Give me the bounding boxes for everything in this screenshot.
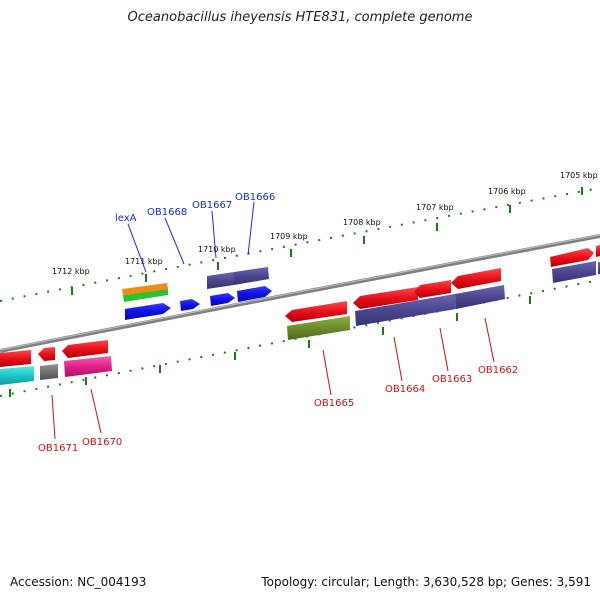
gene-ob1665-olive[interactable] <box>287 316 350 340</box>
gene-ob1664-slate[interactable] <box>355 294 456 326</box>
gene-label-ob1663[interactable]: OB1663 <box>432 374 472 385</box>
gene-ob1671-cyan[interactable] <box>0 366 34 385</box>
gene-upper-right-red[interactable] <box>550 248 594 267</box>
inner-scale-line <box>0 279 600 397</box>
scale-label: 1712 kbp <box>52 267 90 276</box>
gene-ob1664-red[interactable] <box>353 287 418 309</box>
gene-ob1665-red[interactable] <box>285 301 347 322</box>
scale-label: 1711 kbp <box>125 257 163 266</box>
scale-label: 1706 kbp <box>488 187 526 196</box>
outer-scale-line <box>0 187 600 302</box>
genome-backbone <box>0 234 600 353</box>
gene-ob1662-slate[interactable] <box>455 285 505 309</box>
genome-title: Oceanobacillus iheyensis HTE831, complet… <box>127 10 473 25</box>
gene-label-ob1667[interactable]: OB1667 <box>192 200 232 211</box>
gene-label-lexa[interactable]: lexA <box>115 213 137 224</box>
gene-ob1667-block[interactable] <box>207 272 234 289</box>
gene-ob1666-block[interactable] <box>234 267 269 285</box>
gene-ob1667-arrow[interactable] <box>210 293 235 306</box>
gene-ob1666-arrow[interactable] <box>237 286 272 302</box>
gene-ob1662-red[interactable] <box>451 268 501 289</box>
gene-green[interactable] <box>123 289 168 302</box>
gene-label-ob1666[interactable]: OB1666 <box>235 192 275 203</box>
gene-label-ob1665[interactable]: OB1665 <box>314 398 354 409</box>
red-leader-lines <box>51 317 495 440</box>
gene-label-ob1668[interactable]: OB1668 <box>147 207 187 218</box>
accession-text: Accession: NC_004193 <box>10 575 147 589</box>
gene-ob1671-red[interactable] <box>0 350 31 367</box>
gene-small-gray[interactable] <box>40 364 58 380</box>
scale-label: 1705 kbp <box>560 171 598 180</box>
gene-label-ob1664[interactable]: OB1664 <box>385 384 425 395</box>
gene-label-ob1671[interactable]: OB1671 <box>38 443 78 454</box>
gene-lexa-arrow[interactable] <box>125 303 171 320</box>
outer-major-ticks <box>71 187 583 295</box>
scale-label: 1709 kbp <box>270 232 308 241</box>
genome-backbone-highlight <box>0 234 600 351</box>
gene-ob1670-magenta[interactable] <box>64 356 112 377</box>
gene-upper-right-red-edge[interactable] <box>596 245 600 257</box>
scale-label: 1710 kbp <box>198 245 236 254</box>
gene-ob1670-red[interactable] <box>62 340 108 358</box>
gene-small-red[interactable] <box>38 347 55 361</box>
gene-ob1663-red[interactable] <box>414 280 451 298</box>
gene-label-ob1662[interactable]: OB1662 <box>478 365 518 376</box>
topology-text: Topology: circular; Length: 3,630,528 bp… <box>261 575 591 589</box>
gene-label-ob1670[interactable]: OB1670 <box>82 437 122 448</box>
gene-ob1668-arrow[interactable] <box>180 299 200 311</box>
blue-leader-lines <box>127 201 255 273</box>
gene-upper-right-slate[interactable] <box>552 261 596 283</box>
scale-label: 1708 kbp <box>343 218 381 227</box>
inner-major-ticks <box>9 296 531 397</box>
scale-label: 1707 kbp <box>416 203 454 212</box>
gene-orange[interactable] <box>122 283 168 295</box>
